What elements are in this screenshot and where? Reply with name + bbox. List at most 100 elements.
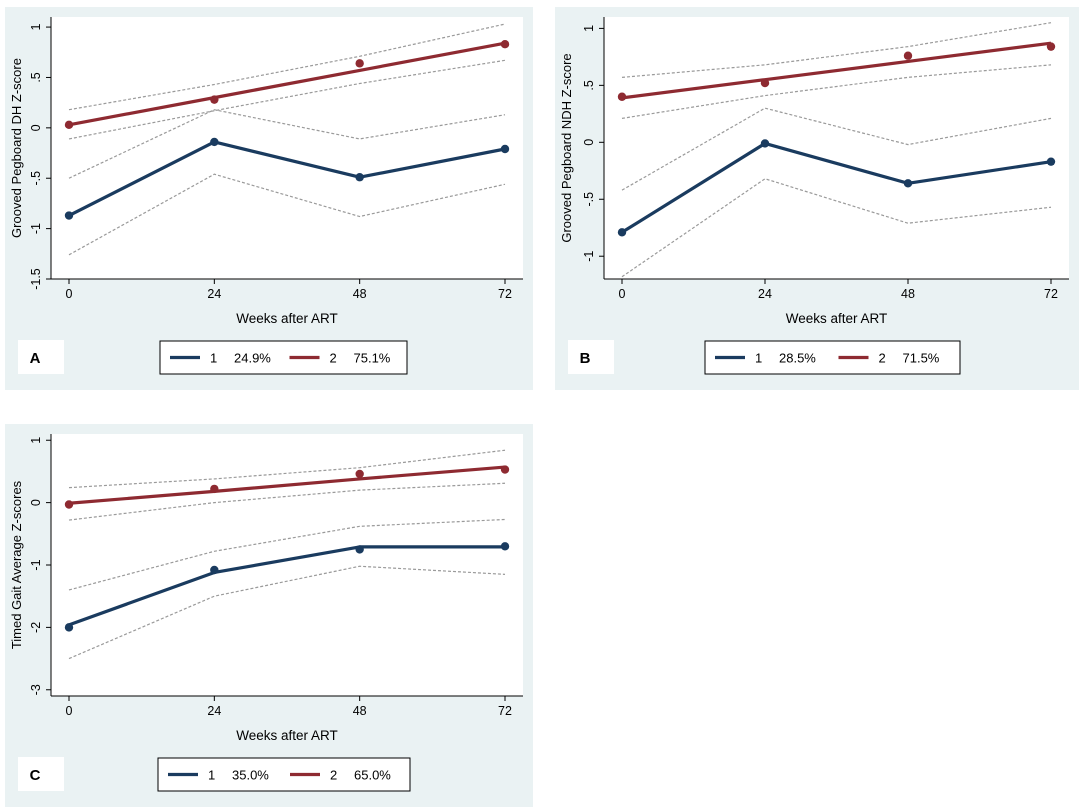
y-tick-label: .5 <box>29 72 43 82</box>
ci-lower-line-series-2 <box>621 64 1052 119</box>
data-point-series-2 <box>500 40 510 49</box>
data-point-series-1 <box>210 137 219 147</box>
data-point-series-2 <box>500 465 510 474</box>
legend-name-series-2: 2 <box>330 768 337 783</box>
panel-letter-box <box>18 757 64 791</box>
data-point-series-2 <box>903 51 913 60</box>
legend: 1 28.5% 2 71.5% <box>704 340 961 375</box>
data-point-series-1 <box>355 545 364 554</box>
data-point-series-2 <box>64 500 74 509</box>
panel-letter: B <box>580 350 591 367</box>
y-axis-title: Timed Gait Average Z-scores <box>9 480 24 649</box>
legend-name-series-2: 2 <box>330 351 337 366</box>
series-2 <box>64 23 510 140</box>
x-tick-label: 24 <box>207 704 221 718</box>
x-tick-label: 0 <box>619 287 626 301</box>
ci-upper-line-series-1 <box>68 518 506 591</box>
x-tick-label: 48 <box>901 287 915 301</box>
legend: 1 24.9% 2 75.1% <box>159 340 408 375</box>
legend-share-series-1: 35.0% <box>232 768 269 783</box>
legend-box <box>157 757 411 792</box>
legend-name-series-1: 1 <box>210 351 217 366</box>
series-2 <box>617 22 1056 119</box>
legend-name-series-2: 2 <box>879 351 886 366</box>
data-point-series-2 <box>210 95 219 104</box>
x-tick-label: 72 <box>498 287 512 301</box>
legend-share-series-1: 24.9% <box>234 351 271 366</box>
ci-lower-line-series-1 <box>68 173 506 256</box>
y-tick-label: -1 <box>582 251 596 262</box>
x-tick-label: 24 <box>758 287 772 301</box>
data-point-series-1 <box>500 144 510 154</box>
legend-box <box>704 340 961 375</box>
data-point-series-2 <box>355 59 364 68</box>
fitted-line-series-2 <box>621 41 1052 100</box>
y-tick-label: -1 <box>29 559 43 570</box>
ci-lower-line-series-2 <box>68 59 506 140</box>
chart-svg-a: -1.5 -1 -.5 0 .5 1 0 24 48 72 Grooved Pegboard DH … <box>9 17 523 375</box>
legend-share-series-2: 75.1% <box>354 351 391 366</box>
legend-name-series-1: 1 <box>208 768 215 783</box>
x-tick-label: 0 <box>66 287 73 301</box>
x-axis-title: Weeks after ART <box>236 728 338 743</box>
series-1 <box>64 518 510 660</box>
panel-letter: A <box>30 350 41 367</box>
ci-lower-line-series-1 <box>68 565 506 660</box>
data-point-series-1 <box>760 139 770 148</box>
x-axis-title: Weeks after ART <box>236 311 338 326</box>
y-tick-label: 0 <box>29 124 43 131</box>
series-1 <box>64 109 510 256</box>
ci-upper-line-series-2 <box>68 449 506 489</box>
ci-upper-line-series-1 <box>68 109 506 179</box>
legend-share-series-1: 28.5% <box>779 351 816 366</box>
y-tick-label: 1 <box>29 437 43 444</box>
x-tick-label: 72 <box>498 704 512 718</box>
data-point-series-1 <box>210 565 219 575</box>
y-axis-title: Grooved Pegboard DH Z-score <box>9 58 24 238</box>
panel-b: -1 -.5 0 .5 1 0 24 48 72 Grooved Pegboard NDH Z-s… <box>555 7 1079 390</box>
legend-box <box>159 340 408 375</box>
legend-name-series-1: 1 <box>755 351 762 366</box>
legend: 1 35.0% 2 65.0% <box>157 757 411 792</box>
plot-area <box>51 434 523 696</box>
y-tick-label: 0 <box>29 499 43 506</box>
ci-upper-line-series-1 <box>621 107 1052 191</box>
series-2 <box>64 449 510 521</box>
y-tick-label: -1 <box>29 223 43 234</box>
data-point-series-1 <box>64 211 74 220</box>
legend-share-series-2: 65.0% <box>354 768 391 783</box>
y-tick-label: 0 <box>582 139 596 146</box>
panel-c: -3 -2 -1 0 1 0 24 48 72 Timed Gait Average Z-scor… <box>5 424 533 807</box>
y-axis-title: Grooved Pegboard NDH Z-score <box>559 53 574 242</box>
data-point-series-1 <box>64 623 74 632</box>
x-tick-label: 48 <box>353 704 367 718</box>
y-tick-label: -1.5 <box>29 268 43 290</box>
fitted-line-series-1 <box>68 140 506 217</box>
panel-letter-box <box>568 340 614 374</box>
data-point-series-2 <box>760 78 770 88</box>
series-1 <box>617 107 1056 278</box>
y-tick-label: -2 <box>29 622 43 633</box>
data-point-series-1 <box>500 542 510 551</box>
data-point-series-2 <box>64 120 74 130</box>
y-tick-label: 1 <box>29 24 43 31</box>
x-tick-label: 0 <box>66 704 73 718</box>
x-axis-title: Weeks after ART <box>786 311 888 326</box>
fitted-line-series-1 <box>68 545 505 627</box>
chart-svg-c: -3 -2 -1 0 1 0 24 48 72 Timed Gait Average Z-scor… <box>9 434 523 792</box>
fitted-line-series-1 <box>621 141 1052 234</box>
y-tick-label: 1 <box>582 25 596 32</box>
x-tick-label: 72 <box>1044 287 1058 301</box>
ci-upper-line-series-2 <box>621 22 1052 78</box>
fitted-line-series-2 <box>68 41 506 127</box>
y-tick-label: -3 <box>29 684 43 695</box>
x-tick-label: 24 <box>207 287 221 301</box>
data-point-series-1 <box>617 228 627 237</box>
legend-share-series-2: 71.5% <box>903 351 940 366</box>
data-point-series-1 <box>355 173 364 182</box>
panel-letter: C <box>30 767 41 784</box>
data-point-series-2 <box>617 92 627 101</box>
data-point-series-2 <box>1046 42 1056 51</box>
plot-area <box>51 17 523 279</box>
fitted-line-series-2 <box>68 465 506 505</box>
